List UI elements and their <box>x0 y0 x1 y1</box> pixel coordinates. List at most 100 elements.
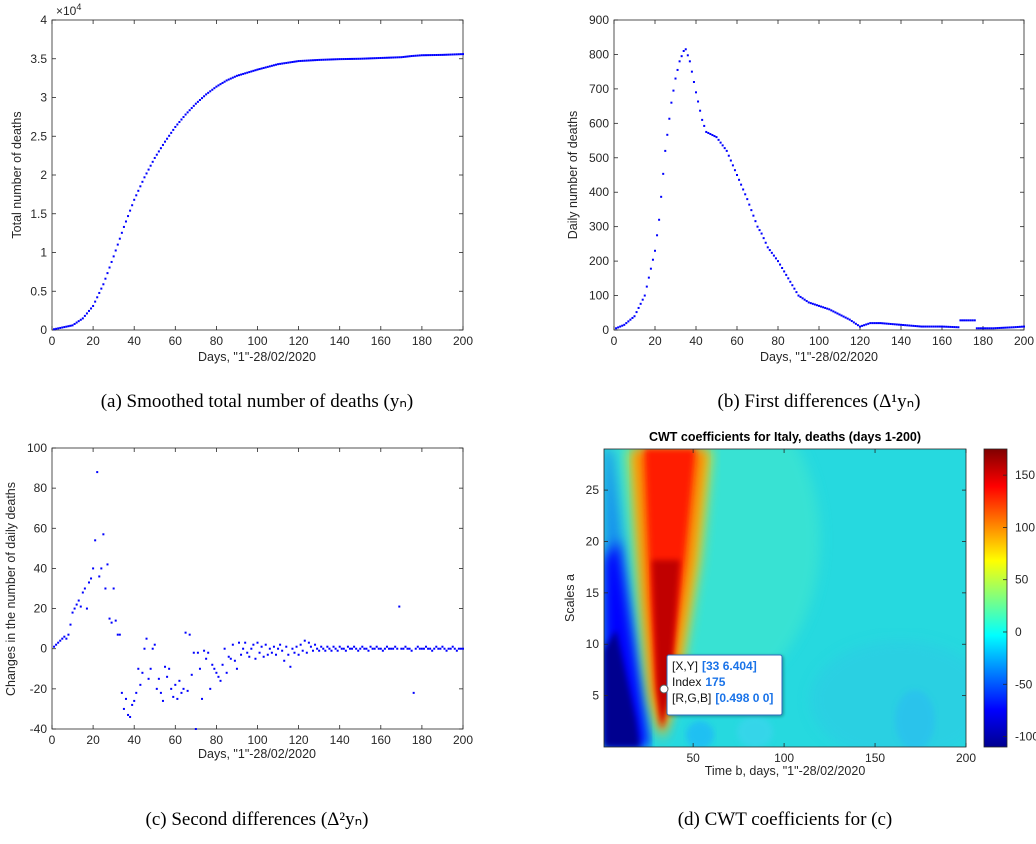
data-point <box>437 53 440 56</box>
data-point <box>164 665 167 668</box>
plot-area-c <box>51 447 464 730</box>
data-point <box>801 297 804 300</box>
data-point <box>106 272 109 275</box>
data-point <box>184 631 187 634</box>
data-point <box>863 324 866 327</box>
data-point <box>879 322 882 325</box>
data-point <box>110 260 113 263</box>
x-tick-label: 20 <box>86 733 100 747</box>
data-point <box>629 318 632 321</box>
data-point <box>637 306 640 309</box>
data-point <box>408 647 411 650</box>
x-tick-label: 80 <box>210 334 224 348</box>
data-point <box>295 60 298 63</box>
data-point <box>768 249 771 252</box>
data-point <box>104 587 107 590</box>
data-point <box>330 58 333 61</box>
data-point <box>100 287 103 290</box>
y-tick-label: 2 <box>40 168 47 182</box>
data-point <box>854 322 857 325</box>
panel-c: -40 -20 0 20 40 60 80 100 0 20 40 60 80 100 120 140 160… <box>4 441 473 830</box>
data-point <box>394 645 397 648</box>
colorbar-ticks: 150 100 50 0 -50 -100 <box>1003 468 1036 744</box>
data-point <box>895 323 898 326</box>
caption-c: (c) Second differences (Δ²yₙ) <box>146 809 369 830</box>
data-point <box>357 57 360 60</box>
data-point <box>71 611 74 614</box>
data-point <box>664 149 667 152</box>
data-point <box>453 647 456 650</box>
data-point <box>194 728 197 730</box>
data-point <box>250 70 253 73</box>
data-point <box>223 80 226 83</box>
data-point <box>875 322 878 325</box>
panel-a: 0 0.5 1 1.5 2 2.5 3 3.5 4 0 20 40 60 80 100 120 140 160 1… <box>10 2 473 412</box>
data-point <box>248 71 251 74</box>
x-tick-label: 150 <box>865 751 885 765</box>
data-point <box>367 57 370 60</box>
data-point <box>766 246 769 249</box>
data-point <box>209 90 212 93</box>
x-ticks-b: 0 20 40 60 80 100 120 140 160 180 200 <box>611 20 1034 348</box>
data-point <box>379 647 382 650</box>
data-point <box>262 655 265 658</box>
data-point <box>400 647 403 650</box>
data-point <box>235 74 238 77</box>
data-point <box>155 153 158 156</box>
data-point <box>227 78 230 81</box>
caption-d: (d) CWT coefficients for (c) <box>678 809 893 830</box>
x-tick-label: 160 <box>371 733 391 747</box>
data-point <box>260 67 263 70</box>
data-point <box>883 322 886 325</box>
data-point <box>400 56 403 59</box>
data-point <box>71 324 74 327</box>
data-point <box>83 314 86 317</box>
data-point <box>211 88 214 91</box>
data-point <box>174 683 177 686</box>
data-point <box>369 57 372 60</box>
data-point <box>303 639 306 642</box>
data-point <box>717 138 720 141</box>
data-point <box>1010 326 1013 329</box>
data-point <box>457 53 460 56</box>
data-point <box>965 319 968 322</box>
data-point <box>85 607 88 610</box>
data-point <box>443 53 446 56</box>
data-point <box>844 316 847 319</box>
data-point <box>815 304 818 307</box>
data-point <box>902 324 905 327</box>
data-point <box>398 605 401 608</box>
data-point <box>383 647 386 650</box>
data-point <box>268 647 271 650</box>
data-point <box>367 649 370 652</box>
data-point <box>947 325 950 328</box>
data-point <box>196 100 199 103</box>
data-point <box>758 229 761 232</box>
data-point <box>314 59 317 62</box>
y-ticks-c: -40 -20 0 20 40 60 80 100 <box>27 441 463 736</box>
data-point <box>429 647 432 650</box>
data-point <box>225 79 228 82</box>
data-point <box>155 687 158 690</box>
chart-title-d: CWT coefficients for Italy, deaths (days… <box>649 430 921 444</box>
data-point <box>87 581 90 584</box>
datatip[interactable]: [X,Y] [33 6.404] Index 175 [R,G,B] [0.498 0… <box>659 654 783 716</box>
data-point <box>674 77 677 80</box>
x-tick-label: 100 <box>774 751 794 765</box>
data-point <box>678 60 681 63</box>
data-point <box>377 57 380 60</box>
data-point <box>431 649 434 652</box>
y-tick-label: 100 <box>27 441 47 455</box>
y-tick-label: 2.5 <box>30 129 47 143</box>
data-point <box>83 587 86 590</box>
data-point <box>416 54 419 57</box>
data-point <box>131 703 134 706</box>
data-point <box>811 302 814 305</box>
data-point <box>85 312 88 315</box>
data-point <box>81 591 84 594</box>
data-point <box>262 66 265 69</box>
y-tick-label: 80 <box>34 481 48 495</box>
data-point <box>299 59 302 62</box>
data-point <box>462 53 464 56</box>
